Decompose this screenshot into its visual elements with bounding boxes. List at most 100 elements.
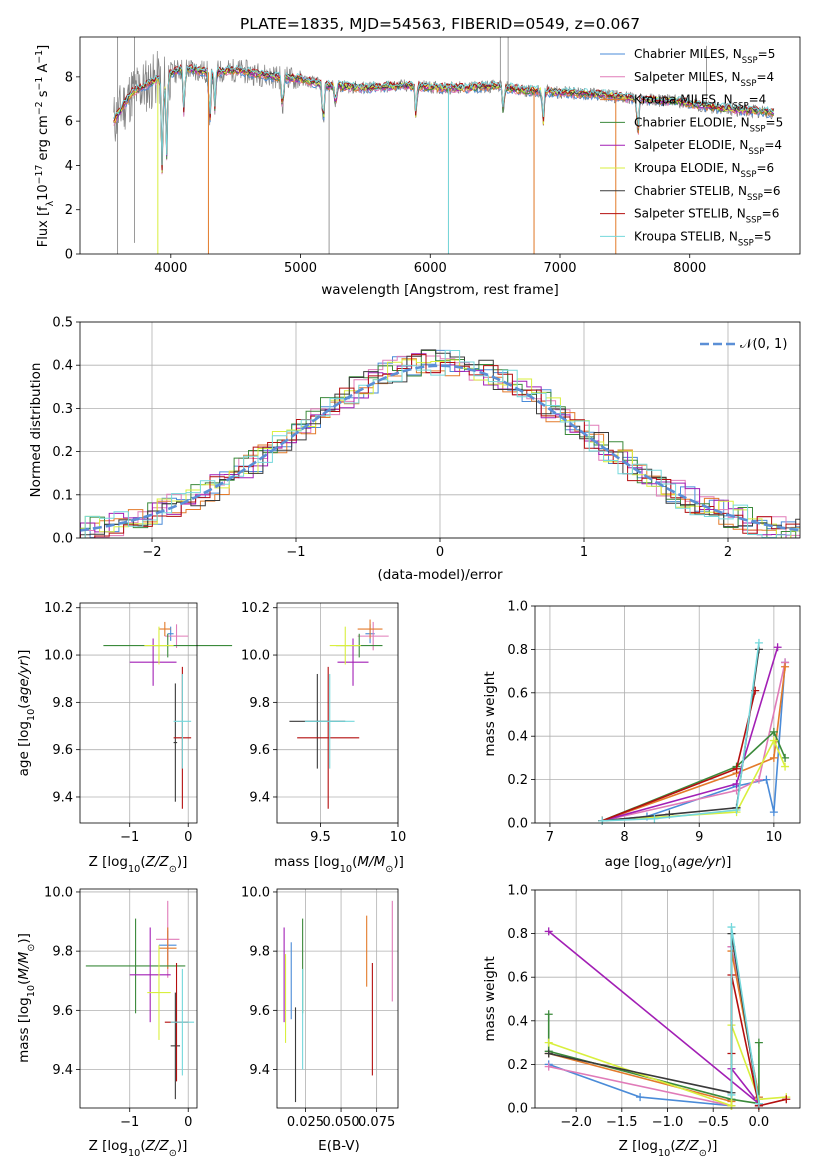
series-marker-chabrier_elodie — [544, 1010, 553, 1019]
x-tick-label: −1 — [120, 1115, 139, 1130]
legend-count: =5 — [766, 115, 784, 129]
label-part: λ — [45, 200, 56, 206]
x-tick-label: 7000 — [543, 261, 576, 276]
series-marker-chabrier_elodie — [754, 1038, 763, 1047]
axes-residuals: −2 −1 0 1 2 0.0 0.1 0.2 0.3 0.4 0.5 — [52, 316, 801, 560]
label-part: )] — [16, 933, 32, 944]
x-tick-label: 0.025 — [287, 1115, 324, 1130]
series-marker-kroupa_elodie — [769, 736, 778, 745]
series-marker-salpeter_miles — [544, 1062, 553, 1071]
y-tick-label: 9.4 — [52, 1063, 73, 1078]
label-part: −1 — [34, 77, 45, 91]
legend-label-salpeter_stelib: Salpeter STELIB, NSSP=6 — [634, 207, 779, 226]
x-axis-label: age [log10(age/yr)] — [605, 854, 732, 875]
y-tick-label: 10.0 — [241, 885, 270, 900]
normal-curve — [80, 364, 800, 532]
legend-count: =4 — [764, 138, 782, 152]
series-line-kroupa_stelib — [730, 926, 760, 1104]
series-marker-salpeter_stelib — [732, 764, 741, 773]
x-tick-label: 0 — [436, 545, 444, 560]
label-part: −2 — [34, 101, 45, 115]
plot-frame — [79, 36, 801, 255]
points-mass_vs_Z — [85, 900, 195, 1100]
legend-count: =5 — [758, 47, 776, 61]
y-tick-label: 0.8 — [507, 643, 528, 658]
y-tick-label: 0.4 — [52, 359, 73, 374]
lines-mass_weight_vs_Z — [544, 923, 791, 1110]
legend-label-kroupa_elodie: Kroupa ELODIE, NSSP=6 — [634, 161, 774, 180]
legend-count: =6 — [762, 207, 780, 221]
series-line-salpeter_elodie — [548, 930, 760, 1105]
y-axis-label: mass weight — [482, 956, 498, 1041]
series-line-chabrier_stelib — [548, 933, 760, 1106]
legend-label-kroupa_miles: Kroupa MILES, NSSP=4 — [634, 93, 766, 112]
y-tick-label: 0.8 — [507, 927, 528, 942]
plot-frame — [534, 889, 801, 1109]
points-age_vs_Z — [103, 621, 233, 809]
y-tick-label: 8 — [65, 70, 73, 85]
series-marker-kroupa_stelib — [598, 816, 607, 825]
legend-count: =4 — [756, 70, 774, 84]
series-marker-kroupa_stelib — [754, 1099, 763, 1108]
series-marker-kroupa_elodie — [727, 1101, 736, 1110]
y-tick-label: 1.0 — [507, 600, 528, 615]
histograms — [80, 349, 800, 538]
plot-frame — [79, 888, 198, 1109]
series-marker-kroupa_stelib — [650, 814, 659, 823]
y-tick-label: 0.1 — [52, 488, 73, 503]
legend-sub: SSP — [746, 216, 762, 226]
legend-label-salpeter_miles: Salpeter MILES, NSSP=4 — [634, 70, 774, 89]
label-part: 10 — [128, 864, 140, 875]
model-spectrum-chabrier_stelib — [113, 64, 775, 169]
x-axis-label: Z [log10(Z/Z⊙)] — [89, 854, 188, 875]
series-marker-salpeter_miles — [754, 775, 763, 784]
model-spectrum-kroupa_stelib — [113, 64, 775, 166]
x-tick-label: 7 — [546, 830, 554, 845]
label-part: A — [36, 64, 51, 77]
legend-sub: SSP — [750, 124, 766, 134]
plot-frame — [276, 888, 399, 1109]
label-part: age [log — [16, 721, 32, 776]
label-part: age/yr — [16, 659, 32, 704]
y-tick-label: 9.4 — [249, 790, 270, 805]
x-tick-label: −0.5 — [697, 1115, 729, 1130]
y-tick-label: 0.0 — [507, 1102, 528, 1117]
y-tick-label: 0 — [65, 248, 73, 263]
y-tick-label: 0.3 — [52, 402, 73, 417]
plot-frame — [79, 321, 801, 539]
legend-sub: SSP — [738, 238, 754, 248]
label-part: 10 — [658, 1148, 670, 1159]
series-marker-kroupa_stelib — [732, 805, 741, 814]
y-axis-label: age [log10(age/yr)] — [16, 650, 37, 777]
legend-sub: SSP — [741, 170, 757, 180]
label-part: M/M — [357, 854, 385, 870]
label-part: ⊙ — [26, 944, 37, 952]
series-line-chabrier_elodie — [547, 1014, 760, 1105]
series-marker-kroupa_stelib — [727, 1090, 736, 1099]
label-part: M/M — [16, 951, 32, 979]
residual-histogram-kroupa_stelib — [80, 350, 800, 538]
label-part: ⊙ — [385, 864, 393, 875]
y-tick-label: 1.0 — [507, 884, 528, 899]
label-part: −17 — [34, 165, 45, 185]
legend-name: Salpeter MILES, N — [634, 70, 741, 84]
y-tick-label: 9.6 — [52, 743, 73, 758]
y-tick-label: 0.6 — [507, 686, 528, 701]
label-part: ( — [16, 980, 32, 985]
label-part: Z [log — [89, 854, 128, 870]
y-tick-label: 9.6 — [52, 1004, 73, 1019]
axes-mass_weight_vs_age: 7 8 9 10 0.0 0.2 0.4 0.6 0.8 1.0 — [507, 600, 801, 845]
label-part: ( — [352, 854, 357, 870]
x-tick-label: 9 — [695, 830, 703, 845]
legend-count: =4 — [749, 93, 767, 107]
label-part: Z [log — [89, 1138, 128, 1154]
y-tick-label: 0.2 — [507, 773, 528, 788]
label-part: erg cm — [36, 115, 51, 164]
x-tick-label: −2.0 — [560, 1115, 592, 1130]
label-part: ⊙ — [169, 1148, 177, 1159]
series-marker-chabrier_miles — [636, 1093, 645, 1102]
x-tick-label: 10 — [766, 830, 783, 845]
label-part: ( — [140, 1138, 145, 1154]
chart-title: PLATE=1835, MJD=54563, FIBERID=0549, z=0… — [240, 15, 640, 33]
